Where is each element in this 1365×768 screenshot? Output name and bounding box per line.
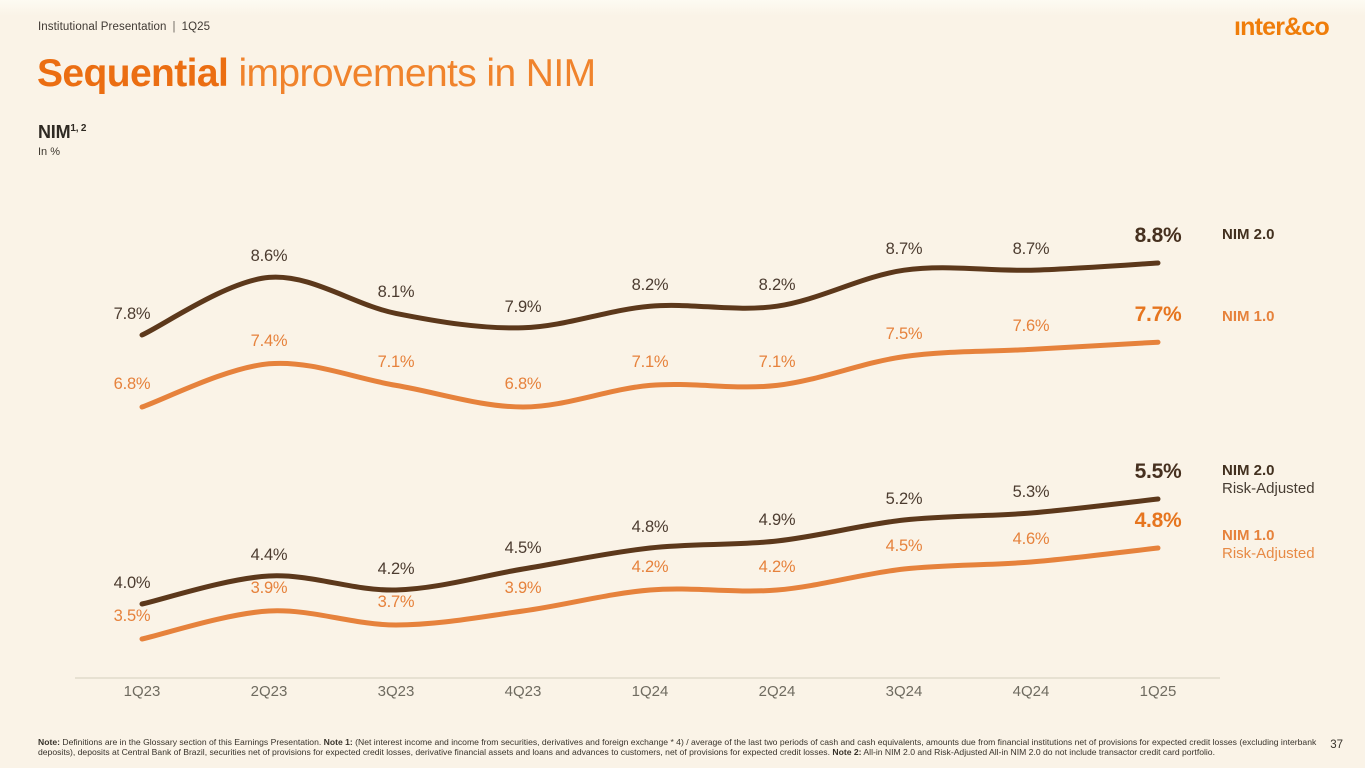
header-quarter: 1Q25 bbox=[181, 21, 211, 33]
footnote: Note: Definitions are in the Glossary se… bbox=[38, 737, 1320, 758]
x-axis-label-3q24: 3Q24 bbox=[885, 683, 923, 700]
x-axis-label-1q24: 1Q24 bbox=[631, 683, 669, 700]
data-label-nim-1-0-risk-adjusted-4q24: 4.6% bbox=[1012, 530, 1050, 548]
footnote-note-label: Note: bbox=[38, 737, 60, 747]
data-label-nim-1-0-risk-adjusted-3q23: 3.7% bbox=[377, 593, 415, 611]
data-label-nim-1-0-1q25: 7.7% bbox=[1134, 303, 1182, 327]
data-label-nim-2-0-3q23: 8.1% bbox=[377, 283, 415, 302]
data-label-nim-2-0-risk-adjusted-3q23: 4.2% bbox=[377, 560, 415, 578]
data-label-nim-2-0-risk-adjusted-4q23: 4.5% bbox=[504, 539, 542, 557]
data-label-nim-2-0-1q24: 8.2% bbox=[631, 276, 669, 295]
legend-name: NIM 1.0 bbox=[1222, 527, 1275, 544]
legend-nim-1-0: NIM 1.0 bbox=[1222, 308, 1275, 326]
data-label-nim-1-0-1q24: 7.1% bbox=[631, 353, 669, 372]
page-title: Sequential improvements in NIM bbox=[37, 52, 596, 96]
footnote-note-label: Note 2: bbox=[832, 747, 862, 758]
data-label-nim-1-0-risk-adjusted-2q23: 3.9% bbox=[250, 579, 288, 597]
series-line-nim-2-0 bbox=[139, 260, 1161, 338]
x-axis-label-2q23: 2Q23 bbox=[250, 683, 288, 700]
series-line-nim-1-0 bbox=[139, 339, 1161, 410]
data-label-nim-2-0-4q23: 7.9% bbox=[504, 297, 542, 316]
data-label-nim-1-0-1q23: 6.8% bbox=[113, 375, 151, 393]
data-label-nim-2-0-2q24: 8.2% bbox=[758, 276, 796, 295]
data-label-nim-2-0-4q24: 8.7% bbox=[1012, 240, 1050, 259]
data-label-nim-1-0-risk-adjusted-4q23: 3.9% bbox=[504, 579, 542, 597]
presentation-name: Institutional Presentation bbox=[38, 21, 167, 33]
data-label-nim-2-0-risk-adjusted-1q23: 4.0% bbox=[113, 574, 151, 592]
data-label-nim-1-0-risk-adjusted-1q23: 3.5% bbox=[113, 607, 151, 625]
data-label-nim-2-0-2q23: 8.6% bbox=[250, 247, 288, 266]
data-label-nim-2-0-1q25: 8.8% bbox=[1134, 224, 1182, 247]
inter-co-logo: ınter&co bbox=[1233, 13, 1330, 41]
legend-nim-1-0-risk-adjusted: NIM 1.0 Risk-Adjusted bbox=[1222, 527, 1315, 563]
series-line-nim-2-0-risk-adjusted bbox=[139, 496, 1161, 607]
legend-name: NIM 1.0 bbox=[1222, 308, 1275, 325]
chart-metric-label: NIM1, 2 bbox=[38, 122, 87, 142]
footnote-text: (Net interest income and income from sec… bbox=[38, 737, 1317, 758]
data-label-nim-1-0-3q24: 7.5% bbox=[885, 324, 923, 343]
footnote-text: Definitions are in the Glossary section … bbox=[59, 737, 324, 747]
data-label-nim-2-0-risk-adjusted-3q24: 5.2% bbox=[885, 490, 923, 508]
header-breadcrumb: Institutional Presentation | 1Q25 bbox=[38, 21, 210, 33]
chart-unit-label: In % bbox=[38, 146, 61, 158]
chart-heading: NIM1, 2 In % bbox=[38, 122, 86, 158]
footnote-reference: 1, 2 bbox=[70, 123, 87, 134]
legend-nim-2-0-risk-adjusted: NIM 2.0 Risk-Adjusted bbox=[1222, 462, 1315, 498]
legend-subtitle: Risk-Adjusted bbox=[1222, 480, 1315, 497]
x-axis-label-3q23: 3Q23 bbox=[377, 683, 415, 700]
data-label-nim-2-0-risk-adjusted-1q25: 5.5% bbox=[1134, 460, 1182, 483]
x-axis-label-1q23: 1Q23 bbox=[123, 683, 161, 700]
data-label-nim-2-0-risk-adjusted-4q24: 5.3% bbox=[1012, 483, 1050, 501]
footnote-text: All-in NIM 2.0 and Risk-Adjusted All-in … bbox=[861, 747, 1215, 758]
legend-subtitle: Risk-Adjusted bbox=[1222, 545, 1315, 562]
x-axis-label-4q24: 4Q24 bbox=[1012, 683, 1050, 700]
data-label-nim-2-0-risk-adjusted-1q24: 4.8% bbox=[631, 518, 669, 536]
title-highlight: Sequential bbox=[37, 52, 229, 95]
x-axis-label-1q25: 1Q25 bbox=[1139, 683, 1177, 700]
data-label-nim-1-0-2q23: 7.4% bbox=[250, 331, 288, 350]
legend-name: NIM 2.0 bbox=[1222, 226, 1275, 243]
data-label-nim-1-0-4q24: 7.6% bbox=[1012, 317, 1050, 336]
data-label-nim-1-0-2q24: 7.1% bbox=[758, 353, 796, 372]
footnote-note-label: Note 1: bbox=[323, 737, 353, 747]
data-label-nim-1-0-risk-adjusted-2q24: 4.2% bbox=[758, 558, 796, 576]
x-axis-label-2q24: 2Q24 bbox=[758, 683, 796, 700]
data-label-nim-1-0-4q23: 6.8% bbox=[504, 375, 542, 393]
data-label-nim-1-0-3q23: 7.1% bbox=[377, 353, 415, 372]
data-label-nim-2-0-3q24: 8.7% bbox=[885, 240, 923, 259]
data-label-nim-2-0-1q23: 7.8% bbox=[113, 305, 151, 323]
data-label-nim-1-0-risk-adjusted-3q24: 4.5% bbox=[885, 537, 923, 555]
data-label-nim-2-0-risk-adjusted-2q23: 4.4% bbox=[250, 546, 288, 564]
x-axis-label-4q23: 4Q23 bbox=[504, 683, 542, 700]
data-label-nim-2-0-risk-adjusted-2q24: 4.9% bbox=[758, 511, 796, 529]
series-line-nim-1-0-risk-adjusted bbox=[139, 545, 1161, 642]
title-rest: improvements in NIM bbox=[228, 52, 596, 95]
header-divider: | bbox=[172, 21, 176, 33]
data-label-nim-1-0-risk-adjusted-1q25: 4.8% bbox=[1134, 509, 1182, 532]
data-label-nim-1-0-risk-adjusted-1q24: 4.2% bbox=[631, 558, 669, 576]
legend-name: NIM 2.0 bbox=[1222, 462, 1275, 479]
page-number: 37 bbox=[1330, 739, 1343, 751]
legend-nim-2-0: NIM 2.0 bbox=[1222, 226, 1275, 244]
